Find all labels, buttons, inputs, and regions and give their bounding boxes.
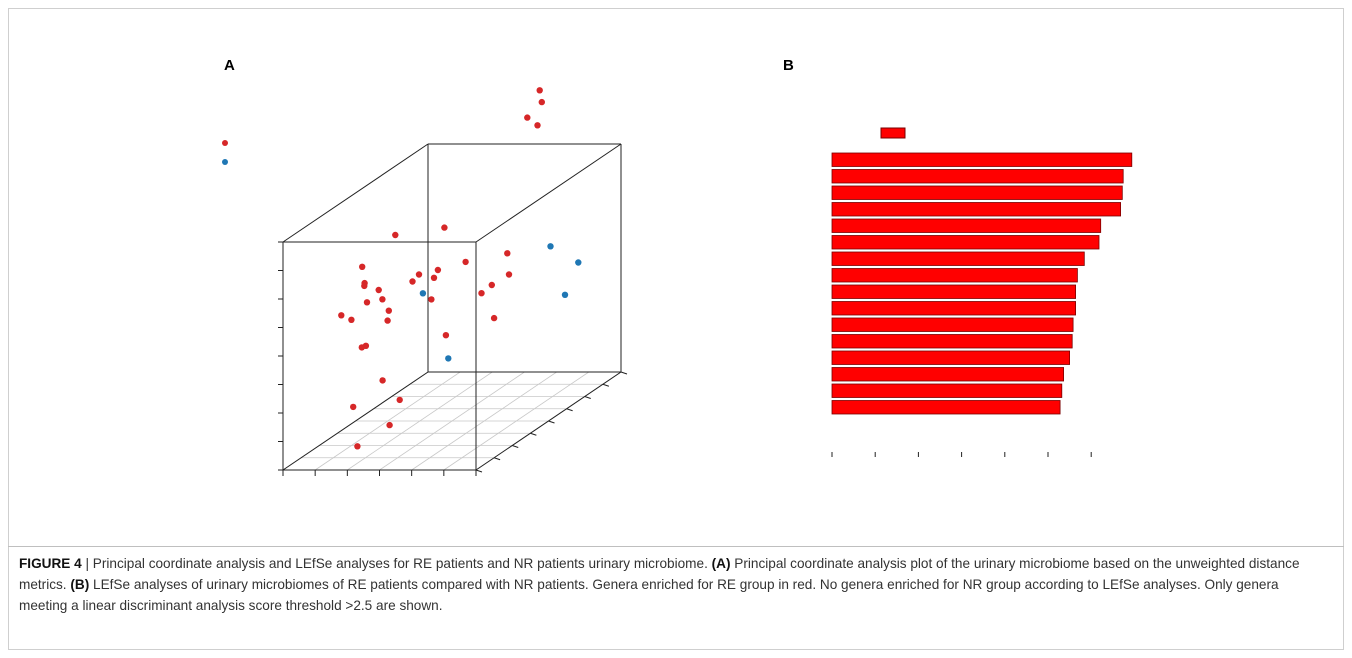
y-tick [475, 469, 483, 473]
non-recurrence-point [392, 231, 399, 239]
caption-divider [8, 546, 1344, 547]
caption-text-2: Principal coordinate analysis plot of th… [19, 556, 1300, 592]
y-tick [512, 445, 519, 448]
non-recurrence-point [386, 421, 393, 429]
non-recurrence-point [536, 87, 543, 94]
non-recurrence-point [354, 443, 361, 450]
non-recurrence-point [478, 290, 485, 297]
panel-b-letter: B [783, 57, 794, 74]
non-recurrence-point [359, 263, 366, 270]
non-recurrence-point [363, 299, 371, 306]
non-recurrence-point [430, 274, 438, 281]
recurrence-point [419, 290, 427, 297]
box-edge [475, 143, 622, 243]
y-tick [493, 457, 501, 461]
box-edge [282, 371, 429, 471]
non-recurrence-point [379, 296, 386, 303]
lda-bar [831, 301, 1077, 316]
lda-bar [831, 367, 1065, 382]
caption-bold-b: (B) [70, 577, 90, 592]
caption-bold-a: (A) [711, 556, 731, 571]
non-recurrence-point [434, 266, 442, 274]
non-recurrence-point [338, 312, 345, 319]
non-recurrence-point [442, 332, 450, 339]
lda-bar [831, 152, 1133, 167]
lda-bar [831, 218, 1102, 233]
lda-bar [831, 235, 1100, 250]
non-recurrence-point [441, 224, 448, 231]
lda-bar [831, 400, 1061, 415]
legend-marker-recurrence [222, 159, 228, 165]
non-recurrence-point [428, 296, 435, 303]
lda-bar [831, 334, 1073, 349]
non-recurrence-point [504, 250, 511, 257]
non-recurrence-point [524, 114, 531, 121]
non-recurrence-point [409, 278, 416, 285]
non-recurrence-point [375, 286, 382, 294]
non-recurrence-point [385, 307, 392, 314]
non-recurrence-point [490, 314, 498, 322]
recurrence-point [445, 355, 452, 362]
lda-bar [831, 317, 1074, 332]
lefse-bar-chart [831, 127, 1133, 457]
lda-bar [831, 383, 1063, 398]
non-recurrence-point [534, 122, 541, 129]
legend-swatch-recurrence [880, 127, 906, 139]
non-recurrence-point [361, 282, 368, 290]
box-edge [282, 143, 429, 243]
pcoa-3d-chart [222, 87, 628, 476]
caption-figure-label: FIGURE 4 [19, 556, 82, 571]
recurrence-point [561, 291, 569, 298]
non-recurrence-point [379, 377, 386, 384]
non-recurrence-point [348, 316, 355, 323]
lda-bar [831, 284, 1077, 299]
caption-text-3: LEfSe analyses of urinary microbiomes of… [19, 577, 1279, 613]
legend-marker-non-recurrence [222, 140, 228, 146]
non-recurrence-point [415, 271, 423, 278]
non-recurrence-point [362, 342, 370, 349]
non-recurrence-point [384, 317, 391, 324]
lda-bar [831, 350, 1071, 365]
non-recurrence-point [538, 98, 545, 106]
figure-frame [8, 8, 1344, 650]
non-recurrence-point [396, 396, 403, 404]
caption-text-1: Principal coordinate analysis and LEfSe … [92, 556, 712, 571]
lda-bar [831, 202, 1122, 217]
y-tick [530, 432, 537, 436]
y-tick [566, 408, 573, 412]
lda-bar [831, 169, 1124, 184]
non-recurrence-point [488, 281, 495, 289]
y-tick [602, 383, 610, 387]
caption-separator: | [81, 556, 93, 571]
y-tick [620, 371, 628, 375]
lda-bar [831, 185, 1123, 200]
non-recurrence-point [462, 258, 469, 266]
lda-bar [831, 268, 1078, 283]
recurrence-point [547, 243, 554, 250]
panel-a-letter: A [224, 57, 235, 74]
y-tick [584, 396, 591, 399]
figure-caption: FIGURE 4 | Principal coordinate analysis… [19, 553, 1329, 616]
lda-bar [831, 251, 1085, 266]
non-recurrence-point [350, 403, 357, 411]
y-tick [548, 420, 555, 424]
recurrence-point [575, 259, 582, 266]
non-recurrence-point [505, 271, 513, 278]
